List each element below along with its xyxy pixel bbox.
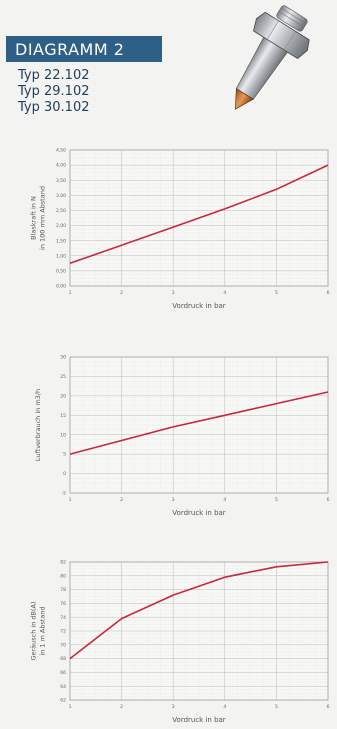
y-tick-label: 30 xyxy=(60,355,66,361)
type-item: Typ 22.102 xyxy=(18,68,90,83)
chart-luftverbrauch: -5 0 5 10 15 20 25 30 1 2 3 4 5 6 Vordruck in bar Luftv… xyxy=(34,355,330,517)
nozzle-product-image xyxy=(234,5,310,110)
x-tick-label: 2 xyxy=(120,290,123,296)
x-axis-label: Vordruck in bar xyxy=(172,716,226,724)
series-line xyxy=(69,391,329,455)
y-tick-label: 20 xyxy=(60,393,66,399)
y-tick-label: 66 xyxy=(60,670,66,676)
y-tick-label: 4,50 xyxy=(56,148,66,154)
y-tick-label: 78 xyxy=(60,587,66,593)
x-tick-label: 4 xyxy=(223,290,226,296)
y-tick-label: 0,00 xyxy=(56,284,66,290)
y-tick-label: 3,00 xyxy=(56,193,66,199)
diagram-title-banner: DIAGRAMM 2 xyxy=(6,36,162,62)
type-list: Typ 22.102 Typ 29.102 Typ 30.102 xyxy=(18,68,89,116)
x-axis-label: Vordruck in bar xyxy=(172,302,226,310)
chart-geraeusch: 62 64 66 68 70 72 74 76 78 80 82 1 2 3 4 5 6 Vordruck in … xyxy=(30,560,330,724)
diagram-title: DIAGRAMM 2 xyxy=(15,40,125,59)
x-tick-label: 2 xyxy=(120,497,123,503)
x-axis-label: Vordruck in bar xyxy=(172,509,226,517)
y-tick-label: 74 xyxy=(60,615,66,621)
y-tick-label: 5 xyxy=(63,452,66,458)
type-item: Typ 29.102 xyxy=(18,84,90,99)
y-tick-label: 1,00 xyxy=(56,253,66,259)
x-tick-label: 1 xyxy=(69,704,72,710)
x-tick-label: 3 xyxy=(172,497,175,503)
y-axis-label: Geräusch in dB(A) xyxy=(30,601,38,660)
y-tick-label: 72 xyxy=(60,629,66,635)
y-tick-label: 70 xyxy=(60,642,66,648)
x-tick-label: 4 xyxy=(223,497,226,503)
y-tick-label: 80 xyxy=(60,573,66,579)
x-tick-label: 2 xyxy=(120,704,123,710)
type-item: Typ 30.102 xyxy=(18,100,90,115)
y-tick-label: 76 xyxy=(60,601,66,607)
y-tick-label: 62 xyxy=(60,698,66,704)
y-tick-label: 2,00 xyxy=(56,223,66,229)
series-line xyxy=(69,164,329,265)
y-axis-label: Blaskraft in N xyxy=(30,196,38,240)
y-axis-label: Luftverbrauch in m3/h xyxy=(34,389,42,461)
y-axis-label: in 1 m Abstand xyxy=(39,606,47,655)
x-tick-label: 5 xyxy=(275,497,278,503)
y-axis-label: in 100 mm Abstand xyxy=(39,186,47,250)
x-tick-label: 6 xyxy=(327,497,330,503)
y-tick-label: 0 xyxy=(63,471,66,477)
y-tick-label: 68 xyxy=(60,656,66,662)
y-tick-label: 10 xyxy=(60,432,66,438)
y-tick-label: 2,50 xyxy=(56,208,66,214)
x-tick-label: 6 xyxy=(327,704,330,710)
y-tick-label: 64 xyxy=(60,684,66,690)
chart-blaskraft: 0,00 0,50 1,00 1,50 2,00 2,50 3,00 3,50 4,00 4,50… xyxy=(30,148,330,310)
y-tick-label: -5 xyxy=(62,491,67,497)
y-tick-label: 82 xyxy=(60,560,66,566)
x-tick-label: 1 xyxy=(69,497,72,503)
y-tick-label: 3,50 xyxy=(56,178,66,184)
x-tick-label: 3 xyxy=(172,704,175,710)
series-line xyxy=(69,561,329,660)
x-tick-label: 3 xyxy=(172,290,175,296)
x-tick-label: 5 xyxy=(275,704,278,710)
y-tick-label: 4,00 xyxy=(56,163,66,169)
y-tick-label: 25 xyxy=(60,374,66,380)
x-tick-label: 1 xyxy=(69,290,72,296)
y-tick-label: 15 xyxy=(60,413,66,419)
x-tick-label: 6 xyxy=(327,290,330,296)
y-tick-label: 1,50 xyxy=(56,238,66,244)
x-tick-label: 5 xyxy=(275,290,278,296)
x-tick-label: 4 xyxy=(223,704,226,710)
y-tick-label: 0,50 xyxy=(56,268,66,274)
